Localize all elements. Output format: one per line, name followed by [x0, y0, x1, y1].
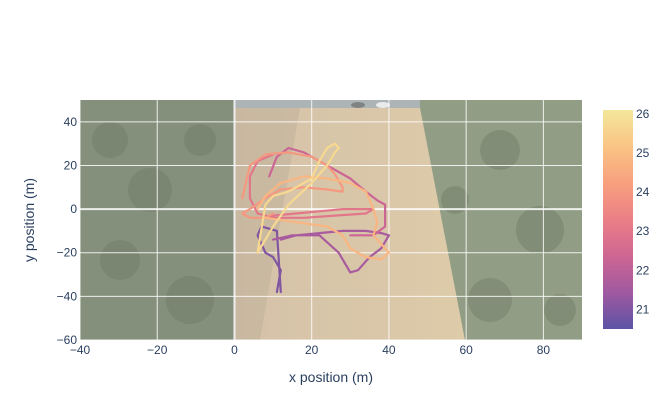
- colorbar-tick-label: 25: [636, 146, 650, 160]
- x-tick-label: −40: [70, 343, 91, 357]
- x-tick-label: 60: [459, 343, 473, 357]
- trajectory-line-7: [256, 142, 340, 254]
- colorbar-tick-label: 22: [636, 263, 650, 277]
- trajectory-line-3: [268, 146, 387, 237]
- trajectory-line-4: [248, 153, 375, 219]
- y-tick-label: −60: [57, 333, 78, 347]
- y-tick-label: 0: [70, 202, 77, 216]
- grid: [79, 100, 582, 341]
- colorbar-tick-label: 21: [636, 302, 650, 316]
- background-photo: [80, 100, 582, 340]
- trajectory-line-6: [256, 175, 390, 261]
- trajectory-line-2: [272, 229, 390, 274]
- y-tick-label: 20: [64, 158, 78, 172]
- y-tick-label: 40: [64, 115, 78, 129]
- y-axis-title: y position (m): [21, 178, 37, 262]
- colorbar-tick-label: 24: [636, 185, 650, 199]
- x-tick-label: 80: [537, 343, 551, 357]
- colorbar: [603, 110, 633, 329]
- colorbar-ticks: 26 25 24 23 22 21: [636, 107, 650, 317]
- y-tick-label: −20: [57, 246, 78, 260]
- x-axis-ticks: −40 −20 0 20 40 60 80: [70, 343, 551, 357]
- y-tick-label: −40: [57, 289, 78, 303]
- x-tick-label: 40: [382, 343, 396, 357]
- trajectory-traces: [241, 142, 390, 294]
- x-tick-label: 0: [231, 343, 238, 357]
- colorbar-tick-label: 23: [636, 224, 650, 238]
- x-tick-label: 20: [305, 343, 319, 357]
- trajectory-line-5: [241, 151, 344, 219]
- colorbar-tick-label: 26: [636, 107, 650, 121]
- x-tick-label: −20: [147, 343, 168, 357]
- y-axis-ticks: 40 20 0 −20 −40 −60: [57, 115, 78, 347]
- x-axis-title: x position (m): [289, 369, 373, 385]
- trajectory-line-1: [256, 225, 282, 294]
